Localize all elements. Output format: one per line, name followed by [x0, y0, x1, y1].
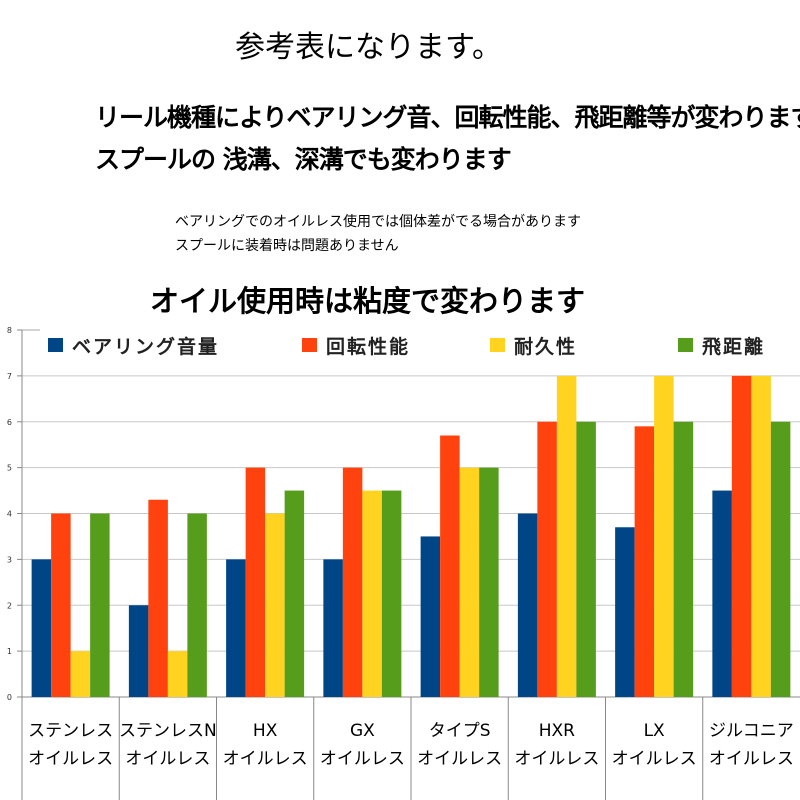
category-label: ステンレス	[28, 721, 113, 741]
category-label: GX	[350, 721, 375, 741]
y-tick-label: 0	[7, 693, 12, 702]
bar-2-8	[731, 375, 752, 697]
bar-4-3	[284, 490, 305, 697]
legend-swatch	[490, 338, 505, 352]
page-title: 参考表になります。	[235, 30, 502, 65]
y-tick-label: 1	[7, 647, 12, 656]
bar-1-8	[712, 490, 732, 697]
bar-4-1	[90, 513, 110, 697]
category-label: ステンレスN	[119, 721, 217, 741]
legend-swatch	[678, 338, 693, 352]
bar-4-8	[770, 421, 791, 697]
bar-2-3	[245, 467, 266, 697]
bar-3-5	[459, 467, 480, 697]
bar-4-6	[576, 421, 596, 697]
bar-2-1	[51, 513, 71, 697]
bar-1-6	[517, 513, 538, 697]
y-tick-label: 2	[7, 601, 12, 610]
category-label: HX	[253, 721, 278, 741]
bar-3-6	[556, 375, 577, 697]
bar-2-6	[537, 421, 557, 697]
legend-swatch	[302, 338, 317, 352]
category-label: オイルレス	[417, 749, 502, 769]
legend-label: 回転性能	[326, 335, 410, 358]
bar-2-2	[148, 499, 168, 697]
legend-label: 耐久性	[514, 335, 577, 358]
bar-1-3	[226, 559, 246, 697]
bar-2-4	[342, 467, 363, 697]
category-label: オイルレス	[320, 749, 405, 769]
category-label: オイルレス	[125, 749, 210, 769]
bar-1-5	[420, 536, 441, 697]
legend-swatch	[48, 338, 63, 352]
bar-4-2	[187, 513, 207, 697]
bar-1-4	[323, 559, 343, 697]
y-tick-label: 7	[7, 372, 12, 381]
y-tick-label: 6	[7, 418, 12, 427]
category-label: オイルレス	[612, 749, 697, 769]
bar-3-4	[362, 490, 382, 697]
bar-2-7	[634, 426, 655, 697]
y-tick-label: 8	[7, 326, 12, 335]
bar-4-7	[673, 421, 694, 697]
category-label: ジルコニア	[709, 721, 794, 741]
category-label: オイルレス	[514, 749, 599, 769]
category-label: LX	[644, 721, 665, 741]
bar-1-7	[615, 527, 635, 697]
bar-3-7	[654, 375, 674, 697]
legend-label: ベアリング音量	[72, 335, 219, 358]
bar-4-4	[381, 490, 402, 697]
y-tick-label: 4	[7, 510, 12, 519]
description-line-1: リール機種によりベアリング音、回転性能、飛距離等が変わります。	[95, 103, 800, 132]
category-label: オイルレス	[223, 749, 308, 769]
bar-1-1	[31, 559, 52, 697]
bar-4-5	[479, 467, 499, 697]
bar-2-5	[440, 435, 460, 697]
description-line-2: スプールの 浅溝、深溝でも変わります	[95, 145, 512, 174]
category-label: オイルレス	[28, 749, 113, 769]
note-line-1: ベアリングでのオイルレス使用では個体差がでる場合があります	[175, 214, 581, 230]
category-label: HXR	[539, 721, 575, 741]
bar-1-2	[128, 605, 149, 697]
bar-3-3	[265, 513, 285, 697]
legend-label: 飛距離	[702, 335, 765, 358]
y-tick-label: 3	[7, 555, 12, 564]
category-label: オイルレス	[709, 749, 794, 769]
bar-3-2	[167, 651, 188, 697]
category-label: タイプS	[429, 721, 491, 741]
note-line-2: スプールに装着時は問題ありません	[175, 238, 399, 254]
y-tick-label: 5	[7, 464, 12, 473]
chart-heading: オイル使用時は粘度で変わります	[150, 284, 586, 318]
bar-3-8	[751, 375, 771, 697]
bar-3-1	[70, 651, 91, 697]
